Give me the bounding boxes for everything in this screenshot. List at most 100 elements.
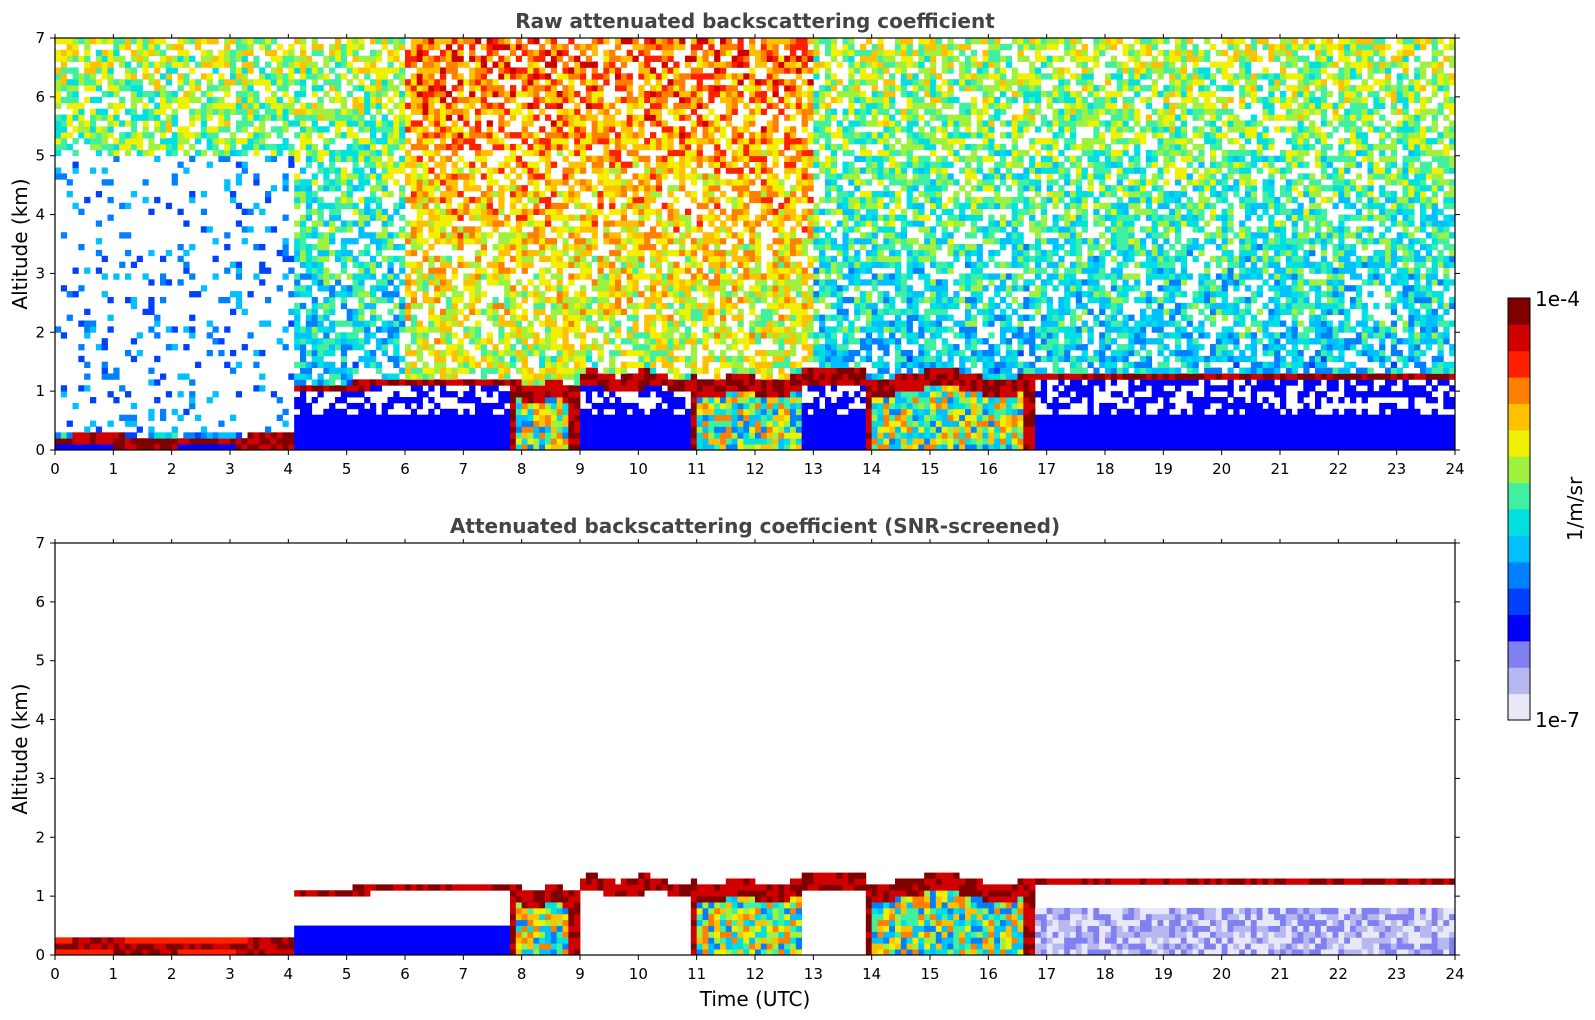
colorbar-step (1508, 693, 1530, 721)
x-tick-label: 1 (109, 460, 119, 478)
colorbar-step (1508, 588, 1530, 616)
x-tick-label: 23 (1387, 460, 1406, 478)
x-tick-label: 0 (50, 460, 60, 478)
x-tick-label: 10 (629, 965, 648, 983)
x-tick-label: 2 (167, 965, 177, 983)
x-tick-label: 9 (575, 460, 585, 478)
y-tick-label: 1 (35, 887, 45, 905)
y-tick-label: 7 (35, 29, 45, 47)
colorbar-step (1508, 403, 1530, 431)
colorbar-gradient (1508, 298, 1530, 721)
x-tick-label: 14 (862, 460, 881, 478)
x-tick-label: 20 (1212, 460, 1231, 478)
x-tick-label: 6 (400, 460, 410, 478)
x-tick-label: 8 (517, 965, 527, 983)
panel-raw-ylabel: Altitude (km) (8, 178, 32, 309)
y-tick-label: 3 (35, 769, 45, 787)
x-tick-label: 12 (745, 965, 764, 983)
y-tick-label: 6 (35, 593, 45, 611)
panel-screened: Attenuated backscattering coefficient (S… (8, 514, 1465, 1011)
x-tick-label: 3 (225, 965, 235, 983)
x-tick-label: 14 (862, 965, 881, 983)
colorbar-step (1508, 377, 1530, 405)
colorbar-step (1508, 640, 1530, 668)
x-tick-label: 18 (1095, 460, 1114, 478)
x-tick-label: 22 (1329, 965, 1348, 983)
x-tick-label: 19 (1154, 965, 1173, 983)
x-tick-label: 7 (459, 460, 469, 478)
x-tick-label: 13 (804, 460, 823, 478)
x-tick-label: 8 (517, 460, 527, 478)
x-tick-label: 4 (284, 965, 294, 983)
x-tick-label: 2 (167, 460, 177, 478)
colorbar-step (1508, 350, 1530, 378)
colorbar-step (1508, 561, 1530, 589)
panel-screened-xlabel: Time (UTC) (699, 987, 811, 1011)
y-tick-label: 4 (35, 206, 45, 224)
x-tick-label: 11 (687, 460, 706, 478)
panel-raw-title: Raw attenuated backscattering coefficien… (515, 9, 995, 33)
x-tick-label: 15 (920, 460, 939, 478)
x-tick-label: 18 (1095, 965, 1114, 983)
y-tick-label: 1 (35, 382, 45, 400)
x-tick-label: 17 (1037, 460, 1056, 478)
y-tick-label: 3 (35, 264, 45, 282)
panel-screened-x-ticks: 0 1 2 3 4 5 6 7 8 9 10 11 12 13 14 15 16 17 18 19 20 21 22 23 24 (50, 539, 1465, 983)
x-tick-label: 16 (979, 965, 998, 983)
x-tick-label: 19 (1154, 460, 1173, 478)
y-tick-label: 0 (35, 946, 45, 964)
x-tick-label: 7 (459, 965, 469, 983)
colorbar-step (1508, 482, 1530, 510)
colorbar-step (1508, 429, 1530, 457)
x-tick-label: 22 (1329, 460, 1348, 478)
x-tick-label: 6 (400, 965, 410, 983)
colorbar-unit-label: 1/m/sr (1563, 476, 1587, 541)
x-tick-label: 15 (920, 965, 939, 983)
x-tick-label: 9 (575, 965, 585, 983)
colorbar-frame (1507, 297, 1531, 721)
panel-raw: Raw attenuated backscattering coefficien… (8, 9, 1465, 478)
y-tick-label: 7 (35, 534, 45, 552)
x-tick-label: 21 (1270, 965, 1289, 983)
panel-screened-y-ticks: 0 1 2 3 4 5 6 7 (35, 534, 1460, 964)
x-tick-label: 24 (1445, 460, 1464, 478)
colorbar-max-label: 1e-4 (1535, 287, 1580, 311)
colorbar-step (1508, 667, 1530, 695)
x-tick-label: 13 (804, 965, 823, 983)
y-tick-label: 2 (35, 828, 45, 846)
y-tick-label: 5 (35, 147, 45, 165)
x-tick-label: 20 (1212, 965, 1231, 983)
x-tick-label: 12 (745, 460, 764, 478)
colorbar-step (1508, 614, 1530, 642)
y-tick-label: 2 (35, 323, 45, 341)
x-tick-label: 11 (687, 965, 706, 983)
x-tick-label: 10 (629, 460, 648, 478)
y-tick-label: 5 (35, 652, 45, 670)
colorbar-step (1508, 456, 1530, 484)
x-tick-label: 23 (1387, 965, 1406, 983)
x-tick-label: 5 (342, 460, 352, 478)
y-tick-label: 0 (35, 441, 45, 459)
x-tick-label: 3 (225, 460, 235, 478)
x-tick-label: 16 (979, 460, 998, 478)
colorbar-step (1508, 509, 1530, 536)
colorbar: 1e-4 1e-7 1/m/sr (1507, 287, 1587, 732)
panel-screened-title: Attenuated backscattering coefficient (S… (450, 514, 1060, 538)
panel-raw-heatmap (55, 38, 1455, 450)
panel-screened-heatmap (55, 872, 1455, 955)
y-tick-label: 4 (35, 711, 45, 729)
colorbar-step (1508, 535, 1530, 563)
x-tick-label: 4 (284, 460, 294, 478)
colorbar-min-label: 1e-7 (1535, 708, 1580, 732)
x-tick-label: 21 (1270, 460, 1289, 478)
x-tick-label: 5 (342, 965, 352, 983)
panel-screened-ylabel: Altitude (km) (8, 683, 32, 814)
x-tick-label: 17 (1037, 965, 1056, 983)
y-tick-label: 6 (35, 88, 45, 106)
x-tick-label: 0 (50, 965, 60, 983)
colorbar-step (1508, 324, 1530, 352)
x-tick-label: 24 (1445, 965, 1464, 983)
panel-raw-y-ticks: 0 1 2 3 4 5 6 7 (35, 29, 1460, 459)
colorbar-step (1508, 298, 1530, 325)
